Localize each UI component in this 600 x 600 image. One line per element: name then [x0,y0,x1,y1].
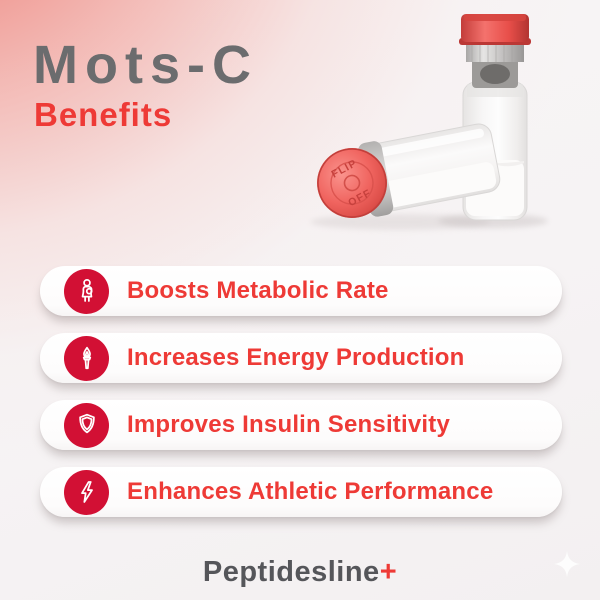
benefit-pill: Increases Energy Production [40,333,562,383]
brand-name: Peptidesline [202,556,380,588]
benefit-pill: Improves Insulin Sensitivity [40,400,562,450]
page-subtitle: Benefits [34,96,173,133]
benefit-label: Increases Energy Production [127,344,465,371]
vials-photo: FLIP OFF [280,0,600,250]
metabolism-person-icon [64,268,109,314]
lightning-icon [64,469,109,515]
shield-icon [64,402,109,448]
page-title: Mots-C [33,35,258,95]
benefit-pill: Enhances Athletic Performance [40,467,562,517]
brand-plus-icon: + [379,556,398,588]
torch-icon [64,335,109,381]
benefits-list: Boosts Metabolic Rate Increases Energy P… [40,266,562,517]
brand-logo: Peptidesline+ [0,556,600,589]
benefit-pill: Boosts Metabolic Rate [40,266,562,316]
vial-shadow [310,214,490,230]
sparkle-icon [554,551,580,577]
benefit-label: Improves Insulin Sensitivity [127,411,451,438]
lying-vial: FLIP OFF [317,123,501,218]
benefit-label: Boosts Metabolic Rate [127,277,389,304]
benefit-label: Enhances Athletic Performance [127,478,494,505]
